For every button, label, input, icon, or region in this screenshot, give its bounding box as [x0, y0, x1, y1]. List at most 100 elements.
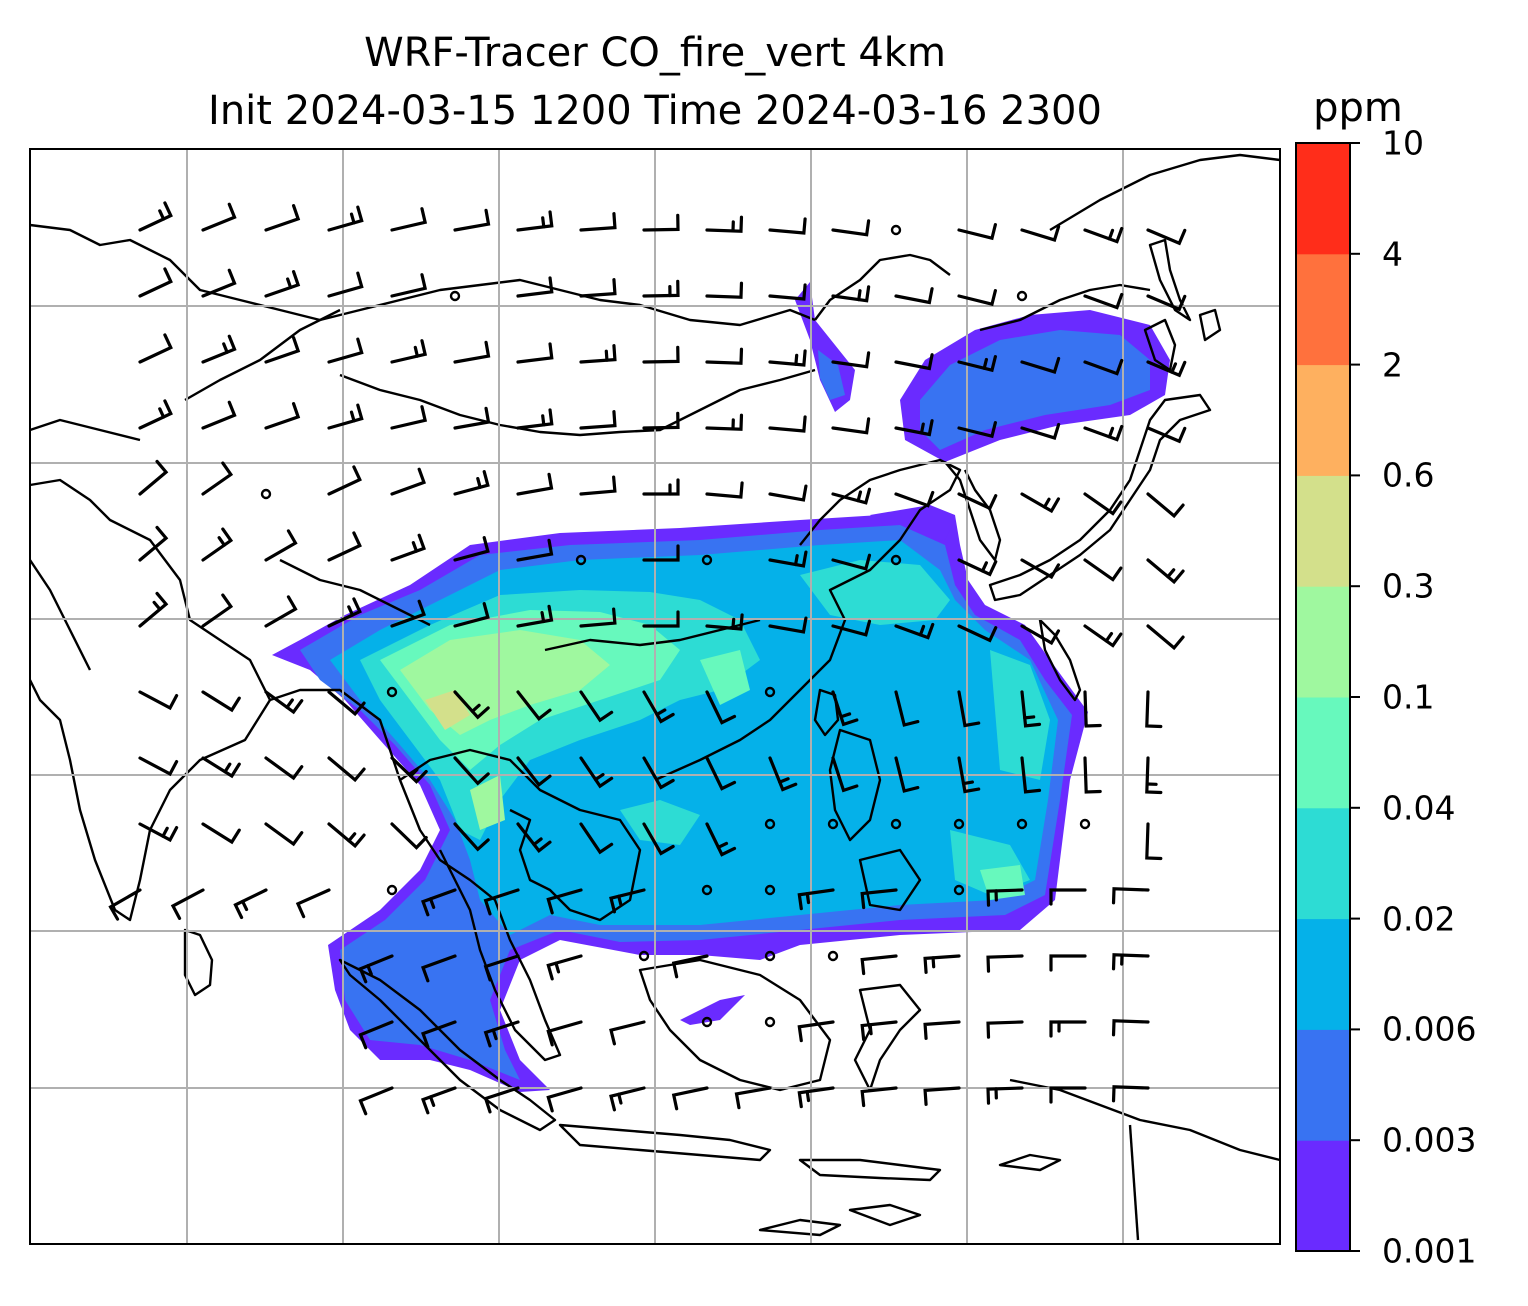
wind-barb	[705, 413, 744, 431]
wind-barb-calm	[701, 884, 713, 896]
colorbar	[1295, 142, 1360, 1252]
wind-barb	[546, 1020, 583, 1047]
colorbar-tick-label: 0.02	[1382, 899, 1456, 939]
colorbar-tick-label: 2	[1382, 345, 1403, 385]
colorbar-band-2	[1296, 918, 1350, 1030]
wind-barb	[138, 333, 173, 364]
wind-barb	[831, 756, 859, 793]
wind-barb	[579, 756, 614, 789]
wind-barb	[170, 888, 205, 920]
colorbar-band-9	[1296, 143, 1350, 255]
wind-barb	[831, 219, 871, 237]
wind-barb	[327, 205, 364, 232]
coastline-segment	[279, 558, 431, 627]
wind-barb	[453, 602, 490, 628]
wind-barb	[642, 411, 680, 430]
wind-barb	[516, 604, 554, 628]
coastline-segment	[638, 958, 832, 1092]
wind-barb	[1083, 292, 1124, 310]
colorbar-band-0	[1296, 1140, 1350, 1252]
wind-barb	[768, 283, 807, 301]
plume-level-6	[425, 690, 470, 730]
wind-barb	[579, 475, 617, 496]
coastline-segment	[399, 748, 642, 922]
wind-barb	[483, 1020, 520, 1048]
wind-barb	[957, 690, 981, 728]
wind-barb	[1146, 360, 1187, 378]
colorbar-tick-label: 0.006	[1382, 1009, 1477, 1049]
wind-barb	[768, 349, 807, 367]
wind-barb	[420, 888, 457, 917]
wind-barb	[1145, 690, 1163, 729]
colorbar-band-5	[1296, 586, 1350, 698]
colorbar-band-7	[1296, 364, 1350, 476]
coastline-segment	[1009, 1078, 1281, 1162]
wind-barb	[516, 210, 554, 232]
coastline-segment	[1038, 618, 1082, 702]
wind-barb	[327, 465, 362, 496]
wind-barb-calm	[1016, 290, 1028, 302]
wind-barb	[768, 415, 807, 433]
coastline-segment	[858, 848, 922, 912]
coastline-segment	[269, 688, 562, 1062]
wind-barb	[768, 484, 808, 502]
colorbar-tick-label: 0.04	[1382, 788, 1456, 828]
wind-barb	[642, 279, 680, 298]
wind-barb	[233, 888, 268, 920]
wind-barb	[642, 478, 680, 496]
wind-barb	[642, 610, 680, 628]
wind-barb	[1020, 422, 1061, 440]
wind-barb	[986, 1086, 1024, 1105]
wind-barb	[453, 208, 491, 232]
wind-barb	[768, 756, 798, 792]
coastline-segment	[654, 458, 962, 782]
wind-barb	[986, 954, 1024, 973]
wind-barb	[546, 888, 583, 915]
wind-barb	[201, 268, 237, 298]
wind-barb	[264, 529, 298, 562]
coastline-segment	[1049, 153, 1281, 232]
wind-barb	[327, 271, 364, 298]
wind-barb	[831, 690, 859, 727]
wind-barb-calm	[764, 950, 776, 962]
wind-barb	[516, 276, 554, 298]
coastline-segment	[979, 283, 1151, 332]
wind-barb	[1020, 690, 1042, 728]
wind-barb	[705, 281, 744, 299]
chart-title-line-1: WRF-Tracer CO_fire_vert 4km	[364, 30, 946, 76]
wind-barb	[797, 1020, 835, 1043]
wind-barb	[642, 213, 680, 232]
wind-barb-calm	[953, 884, 965, 896]
wind-barb	[894, 287, 934, 305]
wind-barb	[1111, 953, 1150, 971]
wind-barb	[358, 1086, 394, 1116]
wind-barb	[1111, 1085, 1150, 1103]
wind-barb	[358, 1020, 394, 1050]
wind-barb	[1020, 558, 1061, 580]
wind-barb	[453, 470, 490, 496]
wind-barb	[894, 419, 934, 437]
wind-barb	[546, 954, 583, 981]
wind-barb	[1146, 624, 1185, 651]
plume-level-1	[920, 330, 1150, 450]
wind-barb	[1083, 756, 1102, 794]
coastline-segment	[1148, 238, 1192, 322]
coastline-segment	[339, 368, 816, 437]
wind-barb	[1146, 558, 1185, 585]
plume-level-0	[680, 995, 745, 1025]
wind-barb	[579, 278, 617, 298]
wind-barb-calm	[764, 818, 776, 830]
wind-barb-calm	[449, 290, 461, 302]
wind-barb	[201, 822, 241, 845]
wind-barb	[264, 690, 304, 715]
wind-barb	[483, 888, 520, 916]
coastline-segment	[29, 559, 92, 671]
wind-barb	[201, 690, 241, 713]
coastline-segment	[1128, 1124, 1140, 1241]
wind-barb	[894, 353, 934, 371]
colorbar-band-3	[1296, 807, 1350, 920]
wind-barb	[1020, 356, 1061, 374]
wind-barb	[831, 285, 871, 303]
wind-barb	[390, 533, 427, 562]
